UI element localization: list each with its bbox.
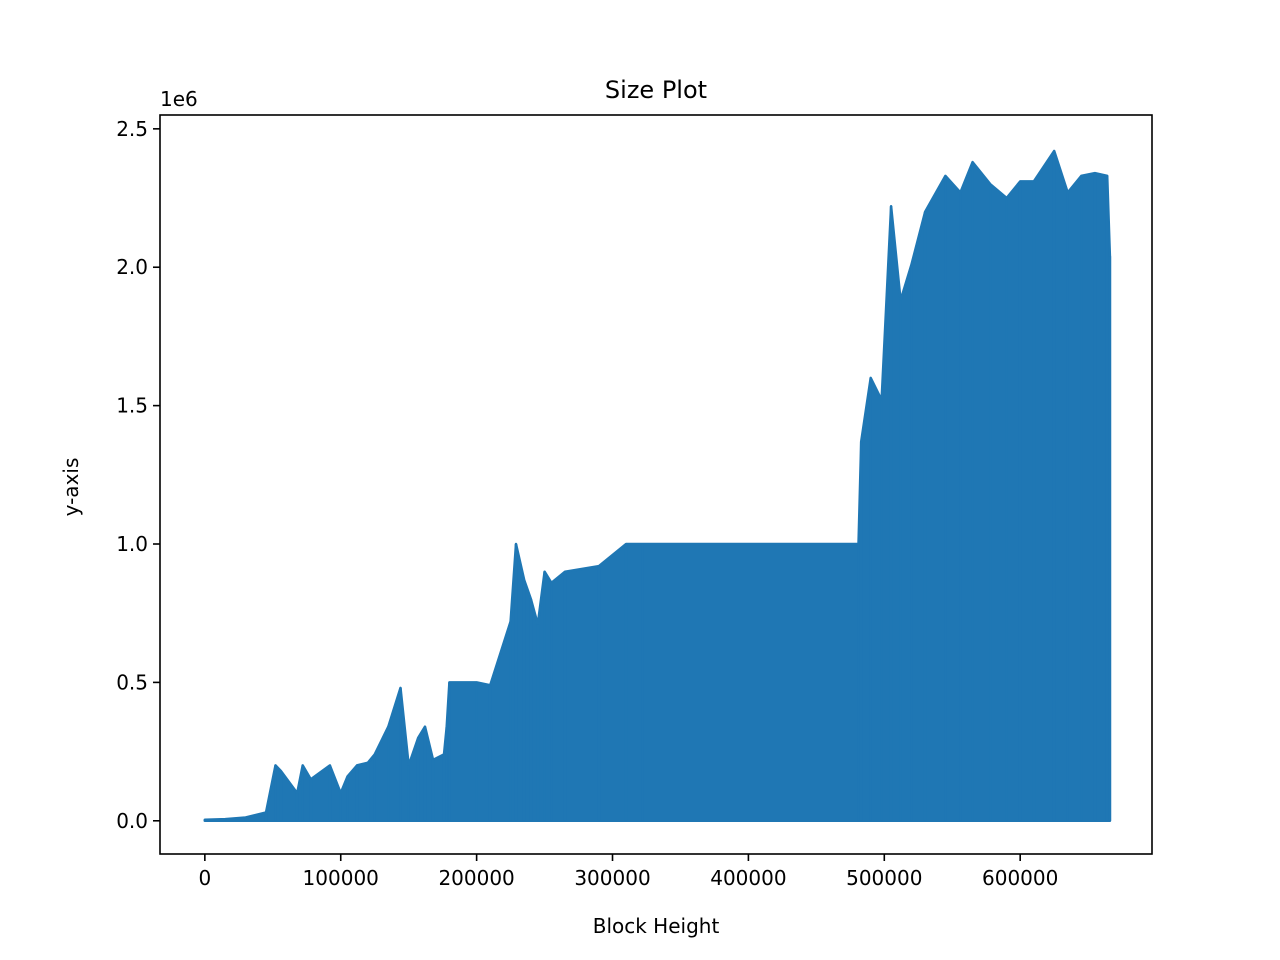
y-tick-label-0: 0.0 [116,809,148,833]
y-tick-label-4: 2.0 [116,255,148,279]
x-tick-label-0: 0 [198,866,211,890]
axes-frame [159,114,1153,855]
x-tick-label-1: 100000 [303,866,379,890]
y-axis-label: y-axis [59,458,83,517]
y-tick-label-1: 0.5 [116,670,148,694]
y-offset-label: 1e6 [160,87,198,111]
x-tick-label-6: 600000 [982,866,1058,890]
x-tick-label-3: 300000 [574,866,650,890]
y-tick-label-2: 1.0 [116,532,148,556]
chart-title: Size Plot [605,76,707,104]
x-axis-label: Block Height [593,914,720,938]
x-tick-label-2: 200000 [438,866,514,890]
y-tick-label-5: 2.5 [116,117,148,141]
plot-area [203,149,1112,823]
x-tick-label-5: 500000 [846,866,922,890]
y-tick-label-3: 1.5 [116,394,148,418]
x-tick-label-4: 400000 [710,866,786,890]
axes: 0 100000 200000 300000 400000 500000 600000 0.0… [116,114,1153,890]
